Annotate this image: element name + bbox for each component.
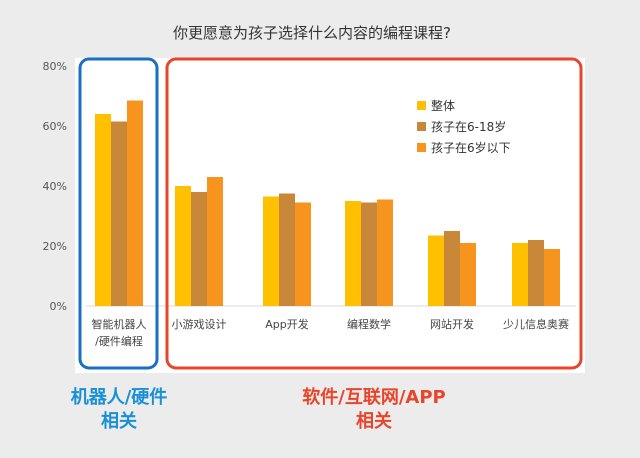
category-label: 少儿信息奥赛: [503, 317, 569, 331]
bar: [175, 186, 191, 306]
y-tick-label: 0%: [50, 300, 67, 313]
legend-label: 孩子在6-18岁: [431, 119, 506, 134]
bar: [95, 114, 111, 306]
y-axis: 0% 20% 40% 60% 80%: [43, 60, 576, 313]
group-annotation-label: 软件/互联网/APP: [302, 386, 445, 408]
category-label: App开发: [265, 317, 309, 331]
category-label: /硬件编程: [95, 334, 143, 348]
plot-area: [75, 58, 585, 373]
category-label: 编程数学: [347, 317, 391, 331]
bars: [95, 100, 560, 306]
bar: [544, 249, 560, 306]
bar: [191, 192, 207, 306]
legend-label: 整体: [431, 98, 455, 113]
y-tick-label: 80%: [43, 60, 67, 73]
bar: [295, 202, 311, 306]
group-annotation-label: 机器人/硬件: [71, 386, 168, 408]
category-label: 网站开发: [430, 317, 474, 331]
bar: [377, 199, 393, 306]
bar: [345, 201, 361, 306]
x-axis: 智能机器人/硬件编程 小游戏设计 App开发 编程数学 网站开发 少儿信息奥赛: [92, 317, 570, 348]
robotics-group-box: [78, 57, 159, 370]
bar: [279, 193, 295, 306]
legend-swatch: [417, 122, 426, 131]
bar: [460, 243, 476, 306]
bar: [444, 231, 460, 306]
bar: [111, 121, 127, 306]
category-label: 智能机器人: [92, 317, 147, 331]
software-group-box: [165, 57, 583, 370]
group-annotation-label: 相关: [101, 410, 137, 432]
bar: [512, 243, 528, 306]
bar: [127, 100, 143, 306]
bar: [428, 235, 444, 306]
bar: [207, 177, 223, 306]
y-tick-label: 60%: [43, 120, 67, 133]
legend-label: 孩子在6岁以下: [431, 140, 511, 155]
y-tick-label: 40%: [43, 180, 67, 193]
y-tick-label: 20%: [43, 240, 67, 253]
bar: [361, 202, 377, 306]
category-label: 小游戏设计: [172, 318, 227, 331]
bar: [528, 240, 544, 306]
bar: [263, 196, 279, 306]
legend-swatch: [417, 101, 426, 110]
chart-title: 你更愿意为孩子选择什么内容的编程课程?: [173, 24, 451, 42]
group-annotation-label: 相关: [356, 410, 392, 432]
legend-swatch: [417, 143, 426, 152]
